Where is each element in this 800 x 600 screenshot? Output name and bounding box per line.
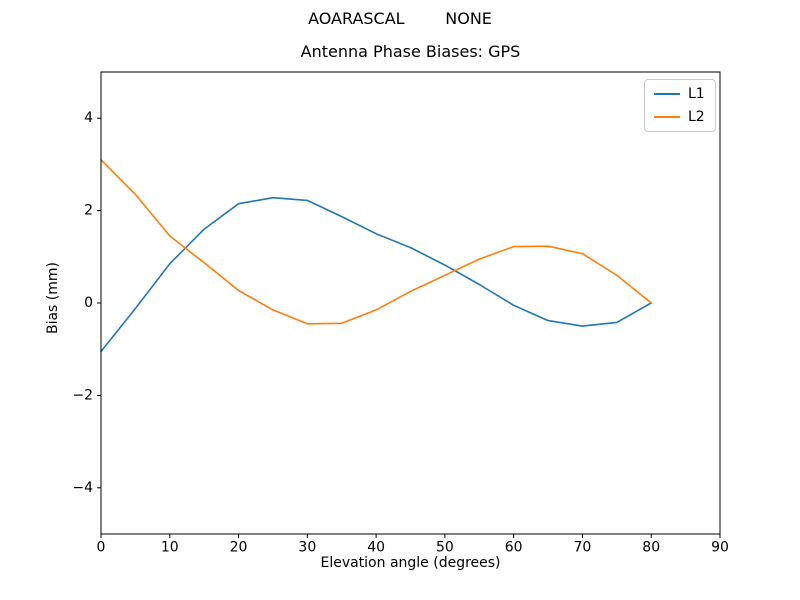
x-tick-label: 90 <box>711 540 729 556</box>
legend-label-l1: L1 <box>688 86 705 102</box>
x-tick-label: 20 <box>230 540 248 556</box>
legend-label-l2: L2 <box>688 109 705 125</box>
x-tick-label: 30 <box>298 540 316 556</box>
x-tick-label: 60 <box>505 540 523 556</box>
chart-title: Antenna Phase Biases: GPS <box>300 42 521 61</box>
y-tick-label: 4 <box>84 110 93 126</box>
x-tick-label: 70 <box>574 540 592 556</box>
x-tick-label: 40 <box>367 540 385 556</box>
l2-line-swatch <box>654 116 680 118</box>
y-tick-label: −4 <box>72 480 93 496</box>
x-tick-label: 80 <box>642 540 660 556</box>
figure-suptitle: AOARASCAL NONE <box>308 9 492 28</box>
axes-spines <box>100 71 721 535</box>
y-tick-label: 0 <box>84 295 93 311</box>
x-tick-label: 10 <box>161 540 179 556</box>
series-line-l1 <box>100 196 653 353</box>
legend-entry-l1: L1 <box>654 87 705 101</box>
legend: L1 L2 <box>644 79 716 132</box>
x-tick-label: 0 <box>97 540 106 556</box>
y-axis-label: Bias (mm) <box>45 261 61 335</box>
l1-line-swatch <box>654 93 680 95</box>
y-tick-label: 2 <box>84 203 93 219</box>
legend-entry-l2: L2 <box>654 110 705 124</box>
x-axis-label: Elevation angle (degrees) <box>320 555 501 571</box>
x-tick-label: 50 <box>436 540 454 556</box>
series-line-l2 <box>100 159 653 325</box>
y-tick-label: −2 <box>72 387 93 403</box>
